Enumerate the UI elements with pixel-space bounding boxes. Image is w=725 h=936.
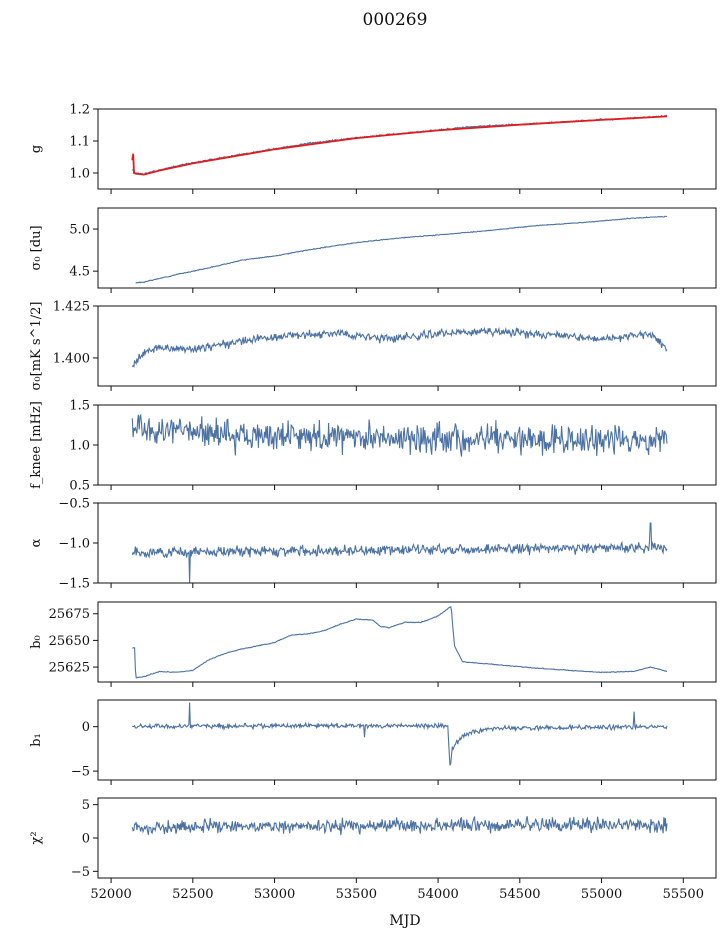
x-tick-label: 53500 [336, 887, 377, 902]
y-tick-label: 0 [82, 720, 90, 735]
y-tick-label: 25650 [49, 634, 90, 649]
axes-frame [97, 305, 717, 387]
series-b0 [132, 606, 668, 679]
series-g [131, 114, 668, 175]
panel-3: 1.400 1.425 σ₀[mK s^1/2] [29, 300, 717, 391]
y-tick-label: 1.0 [69, 167, 90, 182]
series-b1 [132, 702, 668, 766]
y-tick-label: 1.5 [69, 399, 90, 414]
y-tick-label: 1.425 [53, 300, 90, 315]
axes-frame [97, 601, 717, 683]
series-sigma0_mK [131, 326, 668, 368]
panel-2: 4.5 5.0 σ₀ [du] [29, 207, 717, 293]
y-tick-label: 4.5 [69, 265, 90, 280]
y-axis-label: χ² [29, 831, 44, 844]
x-tick-label: 53000 [254, 887, 295, 902]
axes-frame [97, 108, 717, 190]
y-tick-label: −0.5 [58, 497, 90, 512]
x-tick-label: 55500 [663, 887, 704, 902]
y-axis-label: b₁ [29, 733, 44, 747]
series-g-fit [131, 115, 668, 176]
y-axis-label: f_knee [mHz] [29, 401, 44, 489]
axes-frame [97, 797, 717, 879]
y-tick-label: 1.400 [53, 351, 90, 366]
panel-6: 25625 25650 25675 b₀ [29, 601, 717, 687]
x-tick-label: 54000 [417, 887, 458, 902]
y-axis-label: g [29, 145, 44, 153]
y-tick-label: −5 [71, 865, 90, 880]
panel-1: 1.0 1.1 1.2 g [29, 103, 717, 194]
x-axis-label: MJD [389, 913, 420, 929]
y-tick-label: −5 [71, 765, 90, 780]
y-tick-label: 1.0 [69, 439, 90, 454]
series-alpha [131, 522, 668, 584]
y-tick-label: −1.0 [58, 537, 90, 552]
y-tick-label: 25675 [49, 607, 90, 622]
y-axis-label: σ₀ [du] [29, 225, 44, 270]
series-chi2 [131, 816, 668, 836]
panel-7: −5 0 b₁ [29, 699, 717, 785]
y-tick-label: 25625 [49, 661, 90, 676]
y-axis-label: α [29, 538, 44, 547]
panel-4: 0.5 1.0 1.5 f_knee [mHz] [29, 399, 717, 494]
y-tick-label: 1.2 [69, 103, 90, 118]
panel-8: −5 0 5 52000 52500 53000 53500 54000 54500 55000 5… [29, 797, 717, 902]
x-tick-label: 54500 [499, 887, 540, 902]
y-axis-label: b₀ [29, 635, 44, 649]
figure-title: 000269 [363, 10, 428, 30]
x-tick-label: 52000 [90, 887, 131, 902]
y-tick-label: 5.0 [69, 223, 90, 238]
axes-frame [97, 207, 717, 289]
y-axis-label: σ₀[mK s^1/2] [29, 302, 44, 391]
y-tick-label: 0 [82, 832, 90, 847]
y-tick-label: 5 [82, 798, 90, 813]
y-tick-label: 0.5 [69, 479, 90, 494]
panel-5: −1.5 −1.0 −0.5 α [29, 497, 717, 592]
y-tick-label: 1.1 [69, 135, 90, 150]
x-tick-label: 55000 [581, 887, 622, 902]
series-sigma0_du [135, 215, 668, 284]
axes-frame [97, 699, 717, 781]
y-tick-label: −1.5 [58, 577, 90, 592]
series-fknee [131, 413, 668, 457]
axes-frame [97, 502, 717, 584]
x-tick-label: 52500 [172, 887, 213, 902]
